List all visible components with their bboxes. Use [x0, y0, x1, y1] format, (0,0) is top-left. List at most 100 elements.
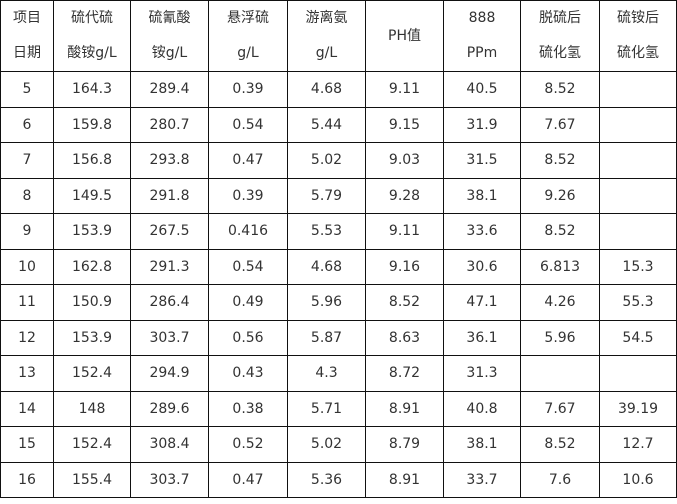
column-header: 888 PPm	[443, 0, 521, 72]
table-cell: 5.53	[287, 213, 366, 250]
column-header: 硫代硫 酸铵g/L	[53, 0, 131, 72]
table-cell: 5.02	[287, 142, 366, 179]
date-cell: 5	[0, 71, 54, 108]
header-text: 日期	[13, 45, 41, 61]
table-cell: 12.7	[599, 426, 677, 463]
table-cell: 7.67	[520, 106, 600, 143]
table-cell: 9.26	[520, 177, 600, 214]
table-cell: 293.8	[130, 142, 209, 179]
table-row: 9 153.9 267.5 0.416 5.53 9.11 33.6 8.52	[0, 213, 677, 250]
header-text: 悬浮硫	[227, 10, 269, 26]
table-cell: 33.7	[443, 461, 521, 498]
table-cell: 289.4	[130, 71, 209, 108]
table-cell: 0.47	[208, 142, 288, 179]
table-row: 12 153.9 303.7 0.56 5.87 8.63 36.1 5.96 54.5	[0, 319, 677, 356]
table-cell: 0.38	[208, 390, 288, 427]
table-cell	[599, 355, 677, 392]
table-row: 8 149.5 291.8 0.39 5.79 9.28 38.1 9.26	[0, 177, 677, 214]
table-cell: 153.9	[53, 319, 131, 356]
table-cell: 5.02	[287, 426, 366, 463]
table-row: 11 150.9 286.4 0.49 5.96 8.52 47.1 4.26 55.3	[0, 284, 677, 321]
table-cell: 4.3	[287, 355, 366, 392]
table-cell: 0.54	[208, 106, 288, 143]
column-header: 游离氨 g/L	[287, 0, 366, 72]
table-cell: 8.91	[365, 461, 444, 498]
header-text: 888	[468, 10, 496, 26]
table-cell: 30.6	[443, 248, 521, 285]
table-cell: 289.6	[130, 390, 209, 427]
table-cell: 308.4	[130, 426, 209, 463]
table-cell: 0.54	[208, 248, 288, 285]
date-cell: 6	[0, 106, 54, 143]
table-cell: 7.67	[520, 390, 600, 427]
table-cell: 286.4	[130, 284, 209, 321]
table-cell: 9.16	[365, 248, 444, 285]
date-cell: 7	[0, 142, 54, 179]
header-text: g/L	[315, 45, 338, 61]
table-cell	[599, 213, 677, 250]
table-cell: 4.68	[287, 248, 366, 285]
table-row: 15 152.4 308.4 0.52 5.02 8.79 38.1 8.52 12.7	[0, 426, 677, 463]
table-cell: 0.49	[208, 284, 288, 321]
table-cell: 164.3	[53, 71, 131, 108]
date-cell: 10	[0, 248, 54, 285]
table-cell: 10.6	[599, 461, 677, 498]
table-cell	[520, 355, 600, 392]
table-cell: 155.4	[53, 461, 131, 498]
table-cell: 33.6	[443, 213, 521, 250]
table-cell: 8.52	[520, 213, 600, 250]
table-cell: 38.1	[443, 177, 521, 214]
table-cell: 9.15	[365, 106, 444, 143]
column-header: 硫铵后 硫化氢	[599, 0, 677, 72]
table-cell: 54.5	[599, 319, 677, 356]
table-cell: 0.47	[208, 461, 288, 498]
header-text: PPm	[466, 45, 498, 61]
table-cell: 8.52	[520, 71, 600, 108]
table-cell: 152.4	[53, 355, 131, 392]
table-cell: 280.7	[130, 106, 209, 143]
table-cell: 15.3	[599, 248, 677, 285]
header-row: 项目 日期 硫代硫 酸铵g/L 硫氰酸 铵g/L 悬浮硫 g/L 游离氨 g/L PH值 888 PPm…	[0, 0, 677, 72]
table-cell: 159.8	[53, 106, 131, 143]
table-cell: 153.9	[53, 213, 131, 250]
column-header: PH值	[365, 0, 444, 72]
table-cell: 8.63	[365, 319, 444, 356]
table-row: 16 155.4 303.7 0.47 5.36 8.91 33.7 7.6 10.6	[0, 461, 677, 498]
header-text: 硫化氢	[539, 45, 581, 61]
table-cell: 31.9	[443, 106, 521, 143]
table-cell: 267.5	[130, 213, 209, 250]
table-cell: 148	[53, 390, 131, 427]
table-cell: 291.8	[130, 177, 209, 214]
table-cell: 303.7	[130, 319, 209, 356]
column-header: 悬浮硫 g/L	[208, 0, 288, 72]
column-header: 项目 日期	[0, 0, 54, 72]
table-cell: 38.1	[443, 426, 521, 463]
date-cell: 11	[0, 284, 54, 321]
header-text: 硫铵后	[617, 10, 659, 26]
table-cell: 8.52	[520, 142, 600, 179]
table-cell: 5.87	[287, 319, 366, 356]
table-cell: 149.5	[53, 177, 131, 214]
table-cell: 8.79	[365, 426, 444, 463]
header-text: 脱硫后	[539, 10, 581, 26]
table-cell: 40.5	[443, 71, 521, 108]
header-text: 硫氰酸	[148, 10, 191, 26]
table-row: 14 148 289.6 0.38 5.71 8.91 40.8 7.67 39.19	[0, 390, 677, 427]
table-cell: 162.8	[53, 248, 131, 285]
table-cell: 150.9	[53, 284, 131, 321]
table-cell: 31.5	[443, 142, 521, 179]
table-cell: 0.56	[208, 319, 288, 356]
date-cell: 15	[0, 426, 54, 463]
table-cell: 36.1	[443, 319, 521, 356]
table-cell: 8.72	[365, 355, 444, 392]
table-cell: 0.416	[208, 213, 288, 250]
table-cell: 303.7	[130, 461, 209, 498]
date-cell: 14	[0, 390, 54, 427]
date-cell: 9	[0, 213, 54, 250]
table-row: 7 156.8 293.8 0.47 5.02 9.03 31.5 8.52	[0, 142, 677, 179]
header-text: PH值	[388, 27, 421, 44]
table-cell	[599, 71, 677, 108]
table-cell: 31.3	[443, 355, 521, 392]
table-cell: 5.44	[287, 106, 366, 143]
